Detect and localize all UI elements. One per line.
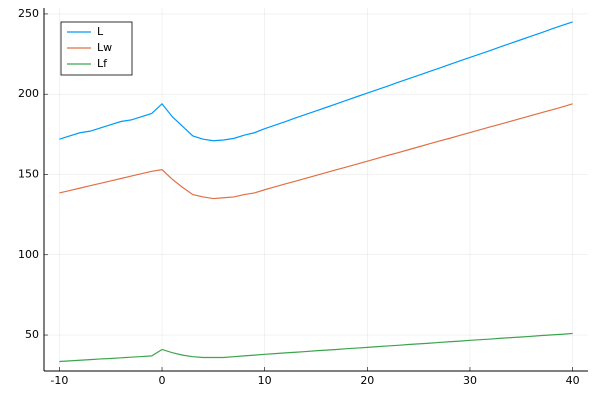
x-tick-label: 40 <box>566 374 580 387</box>
y-tick-label: 150 <box>18 167 39 180</box>
y-tick-label: 50 <box>25 328 39 341</box>
legend-label: L <box>97 25 104 38</box>
y-tick-label: 200 <box>18 87 39 100</box>
series-line <box>59 21 573 142</box>
legend: L Lw Lf <box>60 21 133 76</box>
x-tick-label: 10 <box>258 374 272 387</box>
y-tick-label: 250 <box>18 7 39 20</box>
legend-label: Lf <box>97 57 108 70</box>
series-line <box>59 332 573 363</box>
series-line <box>59 103 573 200</box>
legend-label: Lw <box>97 41 112 54</box>
x-tick-label: 20 <box>360 374 374 387</box>
x-tick-label: -10 <box>50 374 68 387</box>
x-tick-label: 30 <box>463 374 477 387</box>
y-tick-label: 100 <box>18 248 39 261</box>
x-tick-label: 0 <box>159 374 166 387</box>
